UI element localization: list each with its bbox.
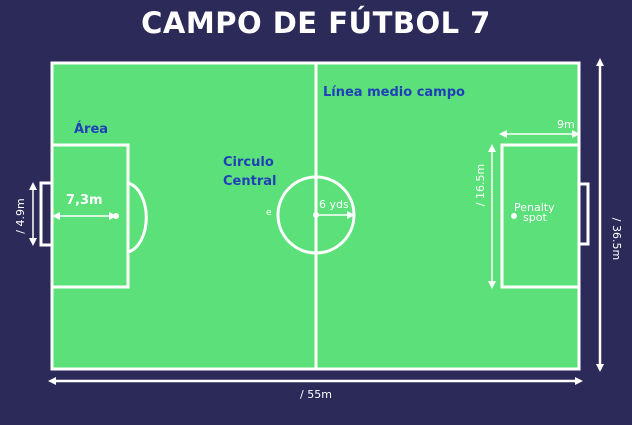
left-goal xyxy=(39,181,54,247)
goal-width-label: / 4.9m xyxy=(14,198,27,233)
area-width-label: / 16.5m xyxy=(474,164,487,206)
right-goal xyxy=(577,182,590,246)
penalty-distance-label: 9m xyxy=(557,118,575,131)
penalty-spot-label-2: spot xyxy=(523,211,547,224)
field-length-label: / 55m xyxy=(300,388,332,401)
penalty-spot-label-1: Penalty xyxy=(514,201,555,214)
area-depth-label: 7,3m xyxy=(66,193,103,208)
right-penalty-spot xyxy=(511,213,517,219)
circle-radius-label: 6 yds xyxy=(319,198,349,211)
center-circle-label-2: Central xyxy=(223,174,276,189)
left-penalty-arc xyxy=(127,181,148,254)
small-mark-label: e xyxy=(266,208,272,218)
center-circle-label-1: Circulo xyxy=(223,155,274,170)
left-penalty-spot xyxy=(113,213,119,219)
area-label: Área xyxy=(74,121,108,137)
halfway-line-label: Línea medio campo xyxy=(323,85,465,100)
field-width-label: / 36.5m xyxy=(610,218,623,260)
page-title: CAMPO DE FÚTBOL 7 xyxy=(141,6,491,40)
